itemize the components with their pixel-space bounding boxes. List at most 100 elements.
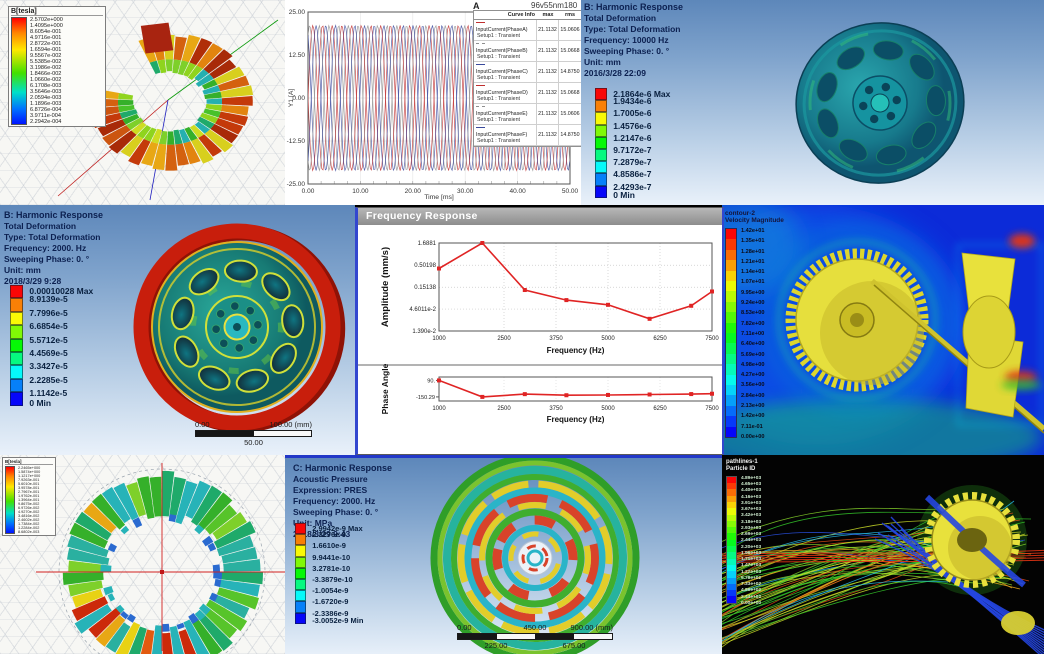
info-line: 2016/3/28 22:09 [584, 68, 646, 78]
legend-value: 6.40e+00 [741, 341, 765, 348]
legend-value: 4.98e+00 [741, 361, 765, 368]
legend-value: 1.07e+01 [741, 279, 765, 286]
legend-value: 1.2147e-6 [613, 132, 652, 143]
info-line: Total Deformation [4, 221, 77, 231]
legend-value: 8.53e+00 [741, 310, 765, 317]
info-line: Sweeping Phase: 0. ° [4, 254, 90, 264]
legend-color-cell [295, 556, 307, 568]
legend-value: -1.6720e-9 [312, 597, 349, 607]
legend-value: 2.7967e-001 [18, 490, 40, 494]
legend-value: 3.1986e-002 [30, 65, 62, 71]
legend-color-cell [295, 590, 307, 602]
streamlines-render [722, 485, 1044, 654]
legend-value: 2.3276e-9 [312, 530, 346, 540]
legend-color-cell [595, 136, 608, 149]
legend-color-bar [726, 475, 737, 604]
legend-value: 6.1708e-003 [30, 83, 62, 89]
legend-value: 1.2284e-002 [18, 526, 40, 530]
legend-value: 4.40e+03 [741, 488, 762, 494]
svg-text:4.6011e-2: 4.6011e-2 [409, 307, 436, 313]
info-line: Frequency: 2000. Hz [4, 243, 87, 253]
svg-text:25.00: 25.00 [289, 9, 306, 16]
legend-value: 4.8586e-7 [613, 169, 652, 180]
window-title-bar[interactable]: Frequency Response [358, 208, 722, 225]
svg-text:Phase Angle: Phase Angle [380, 363, 390, 414]
legend-value: 4.89e+02 [741, 588, 762, 594]
curve-legend-row: InputCurrent(PhaseB) Setup1 : Transient 21… [474, 41, 581, 62]
panel-maxwell-flux-torus: B[tesla] 2.5702e+000 1.4095e+000 8.6054e-00… [0, 0, 285, 205]
info-line: Unit: MPa [293, 518, 333, 528]
svg-text:6250: 6250 [653, 406, 667, 412]
svg-text:Y1 [A]: Y1 [A] [288, 89, 295, 108]
wheel-deformation-render [795, 22, 965, 184]
legend-value: 9.5567e-002 [30, 53, 62, 59]
legend-value: 4.9716e-001 [30, 35, 62, 41]
legend-value: 3.3427e-5 [29, 361, 68, 372]
legend-color-cell [295, 534, 307, 546]
legend-value: 2.2942e-004 [30, 119, 62, 125]
legend-value: 7.82e+00 [741, 320, 765, 327]
svg-text:Frequency (Hz): Frequency (Hz) [547, 415, 605, 424]
legend-value: 7.11e+00 [741, 330, 765, 337]
legend-value: 9.8675e-002 [18, 502, 40, 506]
legend-value: 2.69e+03 [741, 532, 762, 538]
info-line: C: Harmonic Response [293, 463, 393, 473]
panel-harmonic-10000: B: Harmonic Response Total Deformation Typ… [581, 0, 1044, 205]
chart-title: A [473, 1, 480, 11]
legend-value: 1.22e+03 [741, 569, 762, 575]
svg-text:2500: 2500 [497, 406, 511, 412]
legend-value: 1.9762e-001 [18, 494, 40, 498]
svg-text:10.00: 10.00 [352, 188, 369, 195]
svg-text:3750: 3750 [549, 406, 563, 412]
legend-color-cell [595, 161, 608, 174]
panel-harmonic-2000: B: Harmonic Response Total Deformation Typ… [0, 205, 355, 455]
flux-ring-render [36, 463, 285, 654]
frequency-response-window: Frequency Response 1000 2500 3750 5000 6250 7… [355, 207, 724, 455]
svg-text:3750: 3750 [549, 336, 563, 342]
panel-acoustic-pressure: C: Harmonic Response Acoustic Pressure Exp… [285, 455, 722, 654]
legend-value: 8.6054e-001 [30, 29, 62, 35]
scale-ruler: 0.00 100.00 (mm) 50.00 [195, 420, 312, 447]
scale-ruler: 0.00 450.00 900.00 (mm) 225.00 675.00 [457, 623, 613, 650]
svg-text:2500: 2500 [497, 336, 511, 342]
legend-value: 1.3964e-001 [18, 498, 40, 502]
legend-value: 2.44e+03 [741, 538, 762, 544]
panel-input-currents-chart: 25.00 12.50 0.00 -12.50 -25.00 0.00 10.00 20.00… [285, 0, 581, 205]
legend-header-cell: Curve Info [507, 12, 535, 18]
legend-value: 2.84e+00 [741, 392, 765, 399]
svg-text:6250: 6250 [653, 336, 667, 342]
legend-value: 0 Min [29, 397, 52, 408]
info-line: Frequency: 10000 Hz [584, 35, 669, 45]
legend-value: 2.5702e+000 [30, 17, 63, 23]
legend-title: B[tesla] [11, 8, 103, 16]
svg-text:-12.50: -12.50 [287, 138, 306, 145]
legend-value: -3.3879e-10 [312, 575, 353, 584]
info-line: B: Harmonic Response [584, 2, 684, 12]
info-line: Total Deformation [584, 13, 657, 23]
legend-title: B[tesla] [5, 459, 53, 465]
legend-value: 4.9270e-002 [18, 510, 40, 514]
svg-text:1.6881: 1.6881 [418, 241, 437, 247]
svg-text:0.15138: 0.15138 [414, 285, 436, 291]
legend-value: 8.6802e-003 [18, 530, 40, 534]
info-line: Type: Total Deformation [4, 232, 101, 242]
info-line: Unit: mm [4, 265, 41, 275]
legend-value: 1.1217e+000 [18, 474, 41, 478]
legend-value: 1.6610e-9 [312, 541, 346, 551]
legend-value: 2.2465e+000 [18, 466, 41, 470]
deformation-legend: 2.1864e-6 Max 1.9434e-6 1.7005e-6 1.4576e-6… [595, 88, 715, 205]
legend-value: -2.3386e-9 [312, 608, 349, 618]
ruler-bar [195, 430, 312, 437]
legend-value: 3.4816e-002 [18, 514, 40, 518]
legend-color-cell [10, 365, 24, 379]
legend-value: 3.18e+03 [741, 519, 762, 525]
legend-color-cell [10, 392, 24, 406]
svg-text:Frequency (Hz): Frequency (Hz) [547, 346, 605, 355]
result-info-block: B: Harmonic Response Total Deformation Typ… [584, 2, 683, 79]
legend-value: 3.9711e-004 [30, 113, 62, 119]
curve-legend-row: InputCurrent(PhaseF) Setup1 : Transient 21… [474, 125, 581, 146]
info-line: Sweeping Phase: 0. ° [584, 46, 670, 56]
legend-value: 1.7384e-002 [18, 522, 40, 526]
legend-value: 7.11e-01 [741, 423, 763, 430]
legend-title-line: Velocity Magnitude [725, 217, 784, 225]
